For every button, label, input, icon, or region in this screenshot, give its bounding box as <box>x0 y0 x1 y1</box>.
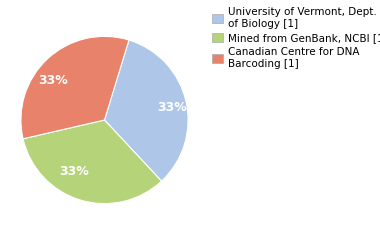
Legend: University of Vermont, Dept.
of Biology [1], Mined from GenBank, NCBI [1], Canad: University of Vermont, Dept. of Biology … <box>211 5 380 71</box>
Wedge shape <box>105 40 188 181</box>
Text: 33%: 33% <box>157 101 187 114</box>
Text: 33%: 33% <box>38 74 67 87</box>
Text: 33%: 33% <box>59 165 89 179</box>
Wedge shape <box>21 36 129 139</box>
Wedge shape <box>23 120 162 204</box>
